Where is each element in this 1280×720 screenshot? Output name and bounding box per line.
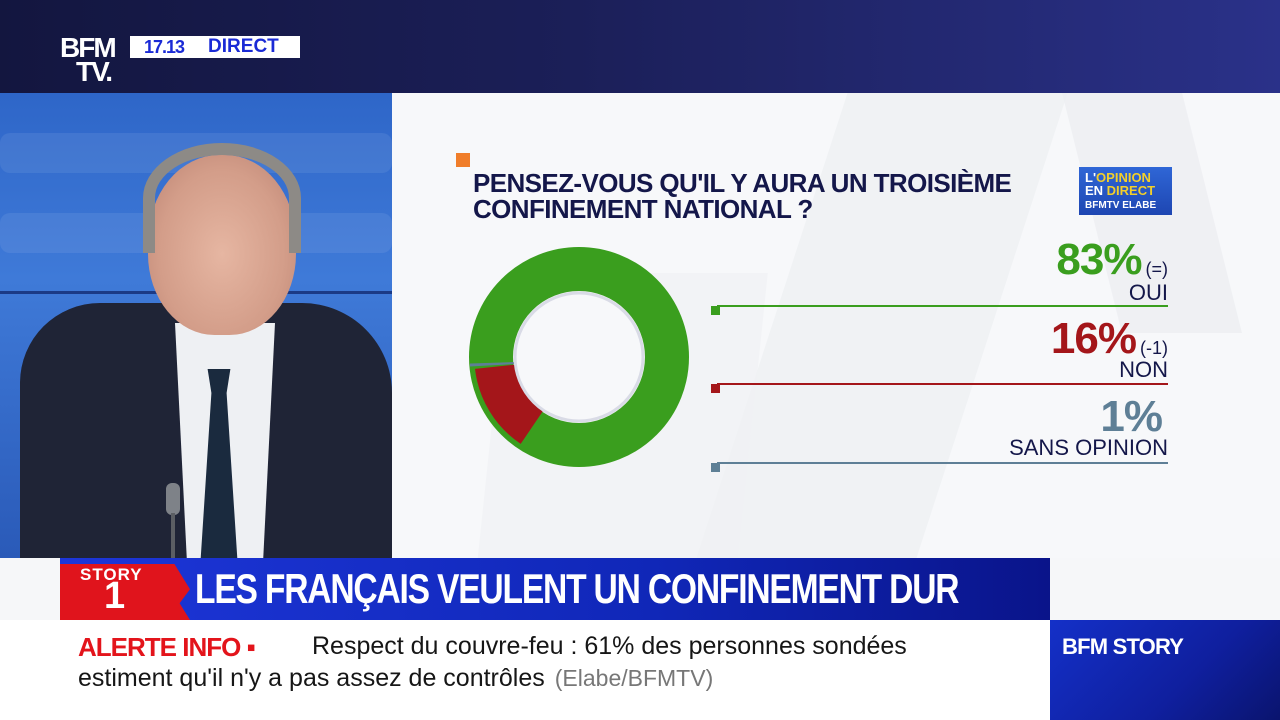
alert-text: estiment qu'il n'y a pas assez de contrô… — [78, 664, 545, 692]
story-badge-word: STORY — [80, 565, 143, 584]
logo-text: DIRECT — [1106, 183, 1156, 198]
guest-hair — [143, 143, 301, 253]
result-delta: (=) — [1145, 259, 1169, 279]
story-headline: LES FRANÇAIS VEULENT UN CONFINEMENT DUR — [195, 565, 960, 612]
alert-text-line-1: Respect du couvre-feu : 61% des personne… — [312, 632, 907, 660]
bfmtv-logo: BFM TV. — [60, 32, 124, 88]
result-rule — [717, 305, 1168, 307]
result-label: OUI — [1128, 280, 1168, 305]
live-label: DIRECT — [208, 36, 279, 57]
program-area-top — [1050, 558, 1280, 620]
program-name: BFM STORY — [1062, 634, 1184, 659]
logo-line-1: BFM — [60, 32, 117, 63]
story-banner: STORY 1 LES FRANÇAIS VEULENT UN CONFINEM… — [60, 558, 1050, 620]
studio-video — [0, 93, 392, 558]
news-ticker — [0, 620, 1050, 720]
clock-time: 17.13 — [144, 36, 185, 57]
logo-line-2: TV. — [76, 56, 113, 87]
legend-swatch-non — [711, 384, 720, 393]
story-badge-number: 1 — [104, 575, 126, 617]
logo-text: L' — [1085, 170, 1097, 185]
alert-source: (Elabe/BFMTV) — [554, 665, 714, 691]
result-delta: (-1) — [1140, 338, 1168, 358]
clock-live-box: 17.13 DIRECT — [130, 36, 300, 58]
result-oui: 83% (=) OUI — [711, 235, 1169, 315]
microphone-stem — [171, 513, 175, 558]
result-percent: 83% — [1056, 235, 1142, 284]
legend-swatch-sans-opinion — [711, 463, 720, 472]
result-percent: 16% — [1050, 314, 1137, 363]
result-rule — [717, 462, 1168, 464]
result-percent: 1% — [1100, 392, 1163, 441]
logo-text: BFMTV ELABE — [1085, 200, 1157, 211]
result-label: SANS OPINION — [1009, 435, 1168, 460]
donut-chart — [469, 247, 689, 467]
story-badge — [60, 564, 190, 620]
top-bar: BFM TV. 17.13 DIRECT — [0, 0, 1280, 93]
program-logo-box: BFM STORY — [1050, 620, 1280, 720]
donut-hole — [513, 291, 645, 423]
donut-segment-oui — [469, 247, 689, 467]
legend-swatch-oui — [711, 306, 720, 315]
donut-segment-non — [474, 364, 546, 444]
microphone-icon — [166, 483, 180, 515]
donut-segment-sans-opinion — [470, 362, 516, 367]
result-sans-opinion: 1% SANS OPINION — [711, 392, 1168, 472]
opinion-en-direct-logo: L'OPINION EN DIRECT BFMTV ELABE — [1079, 167, 1172, 215]
result-rule — [717, 383, 1168, 385]
logo-text: OPINION — [1096, 170, 1151, 185]
poll-question: PENSEZ-VOUS QU'IL Y AURA UN TROISIÈME CO… — [473, 168, 1012, 224]
alert-text-line-2: estiment qu'il n'y a pas assez de contrô… — [78, 664, 713, 693]
result-non: 16% (-1) NON — [711, 314, 1168, 393]
logo-text: EN — [1085, 183, 1107, 198]
result-label: NON — [1119, 357, 1168, 382]
question-marker — [456, 153, 470, 167]
alert-label: ALERTE INFO ▪ — [78, 632, 256, 662]
